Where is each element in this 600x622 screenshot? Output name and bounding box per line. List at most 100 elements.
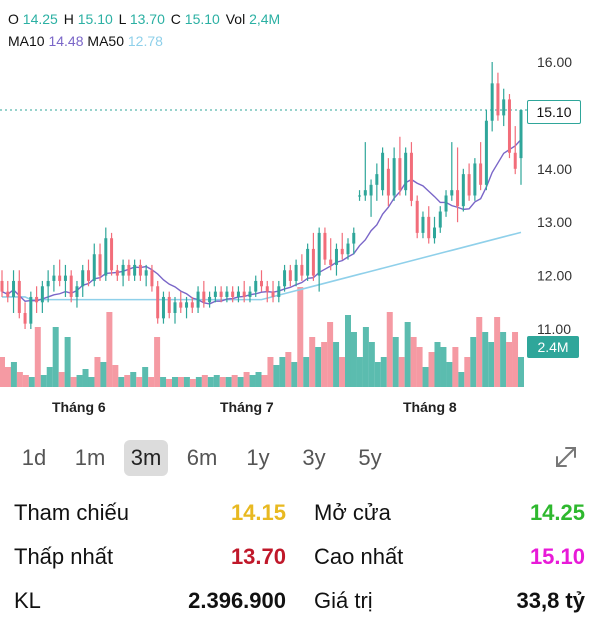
candle [444, 190, 448, 217]
tab-3y[interactable]: 3y [302, 445, 326, 470]
tab-1d[interactable]: 1d [21, 445, 47, 470]
candle [490, 62, 494, 132]
candle-body [490, 83, 494, 121]
volume-bar [482, 332, 489, 387]
volume-bar [386, 312, 393, 387]
candle-body [409, 152, 413, 201]
volume-bar [422, 367, 429, 387]
candle-body [115, 270, 119, 276]
volume-bar [476, 317, 483, 387]
candle-body [340, 248, 344, 255]
expand-icon[interactable] [552, 443, 580, 471]
candle [415, 195, 419, 239]
price-chart[interactable]: 16.00 14.00 13.00 12.00 11.00 [0, 50, 600, 395]
volume-bar [380, 357, 387, 387]
candle-body [58, 275, 62, 281]
volume-bar [512, 332, 519, 387]
candle-body [12, 280, 16, 297]
volume-bar [446, 362, 453, 387]
candle-body [0, 280, 4, 292]
y-tick-label: 14.00 [537, 161, 572, 177]
candle [352, 227, 356, 255]
volume-bar [106, 312, 113, 387]
tab-1y[interactable]: 1y [246, 445, 270, 470]
x-label-june: Tháng 6 [52, 399, 106, 415]
volume-bar [213, 375, 220, 387]
volume-bar [518, 357, 524, 387]
volume-bar [249, 375, 256, 387]
volume-bar [4, 367, 11, 387]
candle-body [81, 270, 85, 287]
candle-body [415, 200, 419, 233]
candle [236, 286, 240, 303]
volume-bar [243, 372, 250, 387]
candle-body [92, 254, 96, 281]
candle [115, 264, 119, 281]
candle [346, 238, 350, 260]
volume-bar [464, 357, 471, 387]
candle [144, 264, 148, 287]
candle [121, 259, 125, 287]
tab-3m[interactable]: 3m [124, 440, 168, 476]
volume-bar [160, 377, 167, 387]
candle-body [392, 158, 396, 196]
high-price-label: Cao nhất [314, 544, 404, 569]
candle-body [283, 270, 287, 287]
volume-bar [0, 357, 5, 387]
candle-body [427, 216, 431, 239]
volume-bar [201, 375, 208, 387]
volume-bar [225, 377, 232, 387]
candle [179, 291, 183, 313]
candle [127, 259, 131, 281]
candle-body [133, 264, 137, 276]
volume-bar [452, 347, 459, 387]
candle [6, 280, 10, 303]
candle [375, 163, 379, 201]
volume-bar [434, 342, 441, 387]
high-value: 15.10 [77, 11, 113, 27]
candle-body [421, 216, 425, 233]
candle-body [248, 291, 252, 297]
candle-body [317, 232, 321, 276]
candle-body [121, 264, 125, 276]
candle [23, 302, 27, 329]
x-label-august: Tháng 8 [403, 399, 457, 415]
candle-body [179, 302, 183, 308]
candle [35, 286, 39, 313]
candle-body [127, 264, 131, 276]
candle-body [138, 264, 142, 276]
candle [300, 254, 304, 281]
candle-body [306, 248, 310, 276]
tab-1m[interactable]: 1m [74, 445, 106, 470]
tab-5y[interactable]: 5y [358, 445, 382, 470]
volume-bar [219, 377, 226, 387]
candle-body [213, 291, 217, 297]
volume-bar [195, 377, 202, 387]
candle-body [29, 296, 33, 324]
candle-body [185, 302, 189, 308]
candle-body [46, 280, 50, 287]
candle-body [75, 286, 79, 297]
candle [496, 72, 500, 121]
volume-bar [279, 357, 286, 387]
volume-bar [231, 375, 238, 387]
candle [69, 270, 73, 303]
tab-6m[interactable]: 6m [186, 445, 218, 470]
candle [484, 110, 488, 191]
low-price-value: 13.70 [230, 544, 286, 569]
low-price-label: Thấp nhất [14, 544, 114, 569]
close-value: 15.10 [184, 11, 220, 27]
y-tick-label: 16.00 [537, 54, 572, 70]
candle [231, 286, 235, 303]
candle [398, 136, 402, 196]
candle-body [496, 83, 500, 116]
volume-bar [285, 352, 292, 387]
candle [213, 286, 217, 303]
candle [438, 206, 442, 233]
ma-line: MA10 14.48 MA50 12.78 [8, 33, 163, 49]
volume-bar [189, 379, 196, 387]
candle [502, 88, 506, 127]
volume-bar [321, 342, 328, 387]
candle-body [190, 302, 194, 308]
candle [265, 280, 269, 303]
